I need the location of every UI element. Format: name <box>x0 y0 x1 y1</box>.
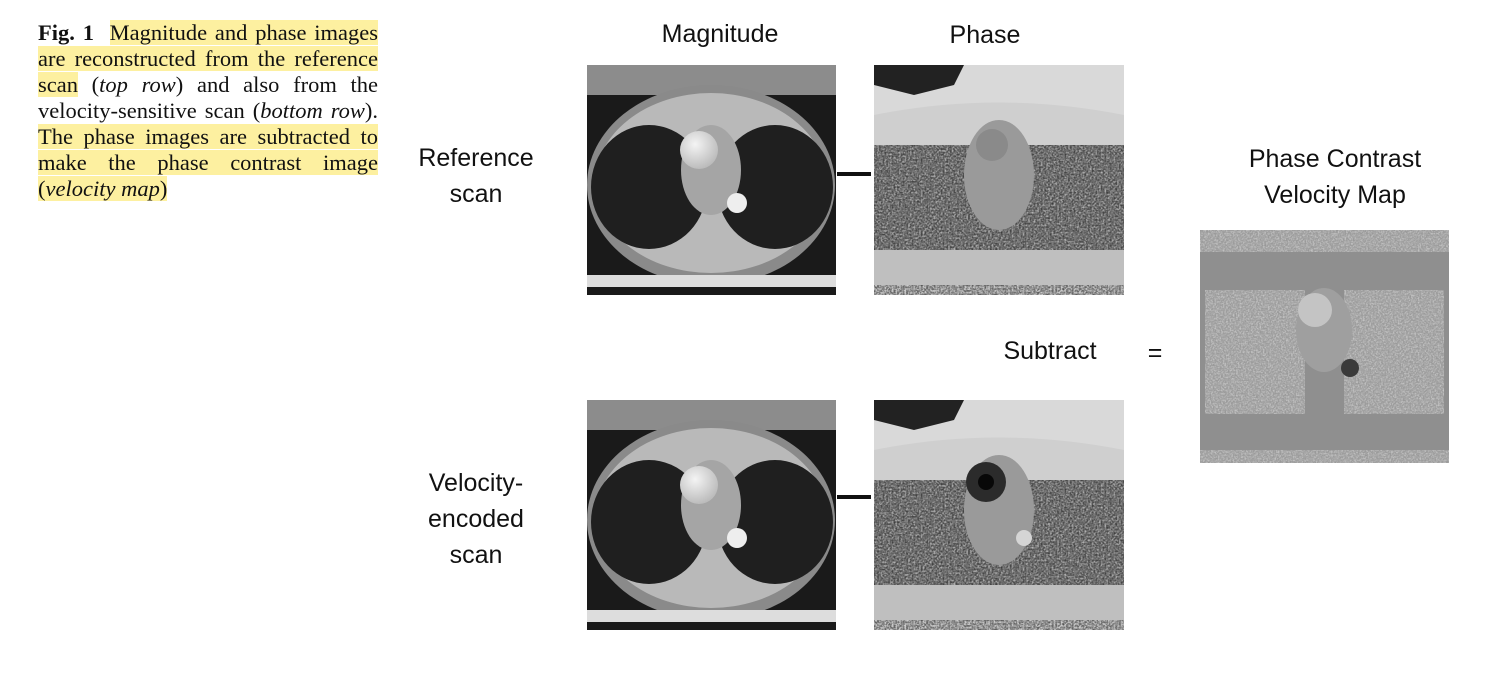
subtract-label: Subtract <box>1003 337 1097 365</box>
figure-caption: Fig. 1 Magnitude and phase images are re… <box>38 20 379 202</box>
magnitude-velocity-encoded-image <box>587 400 836 630</box>
result-title-line2: Velocity Map <box>1264 181 1406 209</box>
caption-text: ) and also from the velocity-sensitive s… <box>38 72 378 123</box>
caption-text: ( <box>77 72 100 97</box>
row-label-reference-line2: scan <box>449 180 503 208</box>
figure-label: Fig. 1 <box>38 20 94 45</box>
row-label-reference: Reference scan <box>396 140 556 212</box>
minus-sign-bottom <box>837 495 871 499</box>
caption-italic: bottom row <box>260 98 365 123</box>
magnitude-reference-image <box>587 65 836 295</box>
caption-highlight-2: The phase images are subtracted to make … <box>38 124 378 175</box>
caption-highlight-2c: ) <box>159 176 168 201</box>
row-label-velocity: Velocity- encoded scan <box>396 465 556 573</box>
phase-contrast-velocity-map-image <box>1200 230 1449 463</box>
phase-reference-image <box>874 65 1124 295</box>
row-label-velocity-line3: scan <box>449 541 503 569</box>
column-header-magnitude: Magnitude <box>661 20 779 48</box>
caption-text: ). <box>364 98 378 123</box>
caption-italic: top row <box>99 72 176 97</box>
result-title-line1: Phase Contrast <box>1248 145 1422 173</box>
column-header-phase: Phase <box>949 21 1021 49</box>
row-label-reference-line1: Reference <box>418 144 534 172</box>
caption-highlight-2b: ( <box>38 176 46 201</box>
caption-italic-highlight: velocity map <box>45 176 160 201</box>
phase-velocity-encoded-image <box>874 400 1124 630</box>
equals-sign: = <box>1147 339 1163 367</box>
row-label-velocity-line1: Velocity- <box>428 469 524 497</box>
result-title: Phase Contrast Velocity Map <box>1215 141 1455 213</box>
minus-sign-top <box>837 172 871 176</box>
row-label-velocity-line2: encoded <box>428 505 524 533</box>
